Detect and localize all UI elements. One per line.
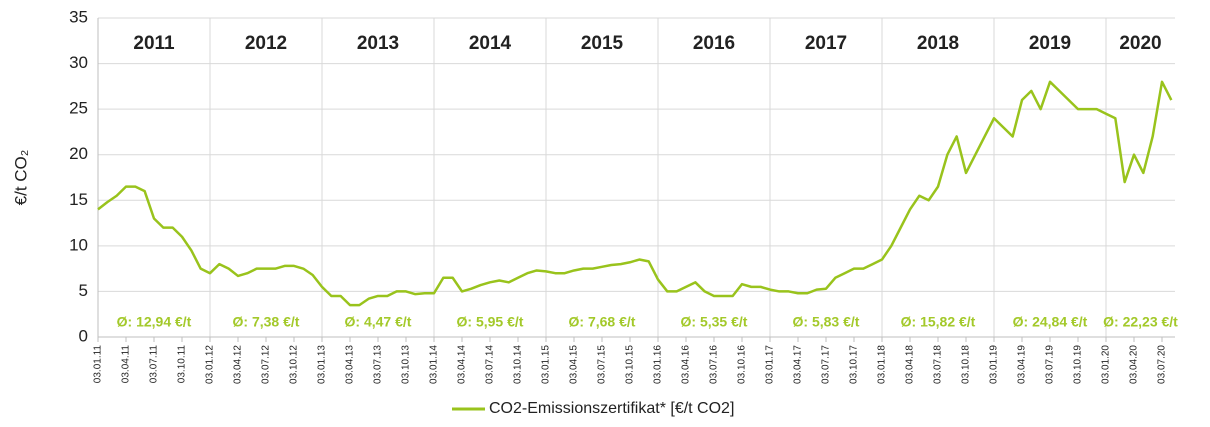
x-tick-label: 03.04.17: [793, 345, 804, 384]
y-tick-label: 20: [69, 144, 88, 163]
year-label: 2014: [469, 33, 512, 54]
x-tick-label: 03.01.17: [765, 345, 776, 384]
x-tick-label: 03.07.11: [149, 345, 160, 384]
period-average: Ø: 22,23 €/t: [1103, 314, 1178, 330]
year-label: 2017: [805, 33, 847, 54]
x-tick-label: 03.04.18: [905, 345, 916, 384]
period-average: Ø: 7,68 €/t: [569, 314, 636, 330]
period-average: Ø: 5,95 €/t: [457, 314, 524, 330]
period-average: Ø: 7,38 €/t: [233, 314, 300, 330]
x-tick-label: 03.01.11: [93, 345, 104, 384]
year-label: 2020: [1119, 33, 1161, 54]
x-tick-label: 03.10.13: [401, 345, 412, 384]
period-average: Ø: 15,82 €/t: [901, 314, 976, 330]
y-tick-label: 10: [69, 235, 88, 254]
x-tick-label: 03.07.13: [373, 345, 384, 384]
period-average: Ø: 5,83 €/t: [793, 314, 860, 330]
x-tick-label: 03.07.15: [597, 345, 608, 384]
x-tick-label: 03.10.11: [177, 345, 188, 384]
x-tick-label: 03.04.13: [345, 345, 356, 384]
y-tick-label: 0: [79, 326, 88, 345]
x-tick-label: 03.07.19: [1045, 345, 1056, 384]
year-label: 2011: [133, 33, 175, 54]
x-tick-label: 03.01.15: [541, 345, 552, 384]
x-tick-label: 03.07.14: [485, 345, 496, 384]
legend-label: CO2-Emissionszertifikat* [€/t CO2]: [489, 400, 734, 417]
x-tick-label: 03.04.20: [1129, 345, 1140, 384]
y-axis-label: €/t CO₂: [11, 150, 30, 206]
series-line: [97, 80, 1173, 307]
y-tick-label: 30: [69, 53, 88, 72]
x-tick-label: 03.04.15: [569, 345, 580, 384]
y-tick-label: 5: [79, 281, 88, 300]
year-label: 2016: [693, 33, 735, 54]
year-label: 2012: [245, 33, 287, 54]
year-label: 2015: [581, 33, 624, 54]
x-tick-label: 03.07.18: [933, 345, 944, 384]
period-average: Ø: 24,84 €/t: [1013, 314, 1088, 330]
x-tick-label: 03.10.12: [289, 345, 300, 384]
x-tick-label: 03.01.12: [205, 345, 216, 384]
x-tick-label: 03.04.11: [121, 345, 132, 384]
x-tick-label: 03.07.16: [709, 345, 720, 384]
x-tick-label: 03.10.16: [737, 345, 748, 384]
x-tick-label: 03.01.13: [317, 345, 328, 384]
y-tick-label: 25: [69, 99, 88, 118]
x-tick-label: 03.07.20: [1157, 345, 1168, 384]
y-tick-label: 15: [69, 190, 88, 209]
x-tick-label: 03.10.19: [1073, 345, 1084, 384]
y-tick-label: 35: [69, 7, 88, 26]
x-tick-label: 03.10.15: [625, 345, 636, 384]
x-tick-label: 03.01.16: [653, 345, 664, 384]
period-average: Ø: 12,94 €/t: [117, 314, 192, 330]
x-tick-label: 03.10.18: [961, 345, 972, 384]
year-label: 2013: [357, 33, 399, 54]
x-tick-label: 03.04.16: [681, 345, 692, 384]
x-tick-label: 03.04.19: [1017, 345, 1028, 384]
x-tick-label: 03.01.20: [1101, 345, 1112, 384]
year-label: 2018: [917, 33, 959, 54]
x-tick-label: 03.01.19: [989, 345, 1000, 384]
x-tick-label: 03.07.12: [261, 345, 272, 384]
period-average: Ø: 4,47 €/t: [345, 314, 412, 330]
x-tick-label: 03.04.14: [457, 345, 468, 384]
x-tick-label: 03.04.12: [233, 345, 244, 384]
x-tick-label: 03.10.17: [849, 345, 860, 384]
x-tick-label: 03.10.14: [513, 345, 524, 384]
period-average: Ø: 5,35 €/t: [681, 314, 748, 330]
year-label: 2019: [1029, 33, 1071, 54]
x-tick-label: 03.01.14: [429, 345, 440, 384]
x-tick-label: 03.01.18: [877, 345, 888, 384]
x-tick-label: 03.07.17: [821, 345, 832, 384]
